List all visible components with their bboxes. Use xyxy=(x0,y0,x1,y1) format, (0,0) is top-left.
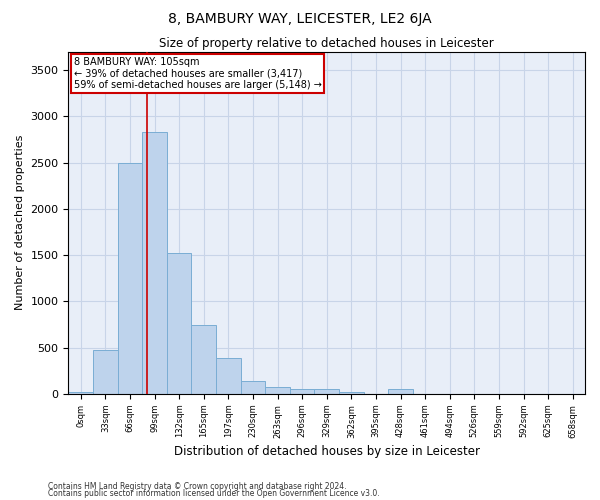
Bar xyxy=(388,389,413,394)
Text: 8 BAMBURY WAY: 105sqm
← 39% of detached houses are smaller (3,417)
59% of semi-d: 8 BAMBURY WAY: 105sqm ← 39% of detached … xyxy=(74,57,322,90)
Bar xyxy=(314,389,339,394)
Text: Contains HM Land Registry data © Crown copyright and database right 2024.: Contains HM Land Registry data © Crown c… xyxy=(48,482,347,491)
X-axis label: Distribution of detached houses by size in Leicester: Distribution of detached houses by size … xyxy=(174,444,480,458)
Bar xyxy=(216,358,241,394)
Bar xyxy=(191,324,216,394)
Title: Size of property relative to detached houses in Leicester: Size of property relative to detached ho… xyxy=(160,38,494,51)
Bar xyxy=(68,392,93,394)
Bar xyxy=(118,162,142,394)
Bar xyxy=(265,386,290,394)
Bar xyxy=(290,389,314,394)
Bar xyxy=(93,350,118,394)
Text: 8, BAMBURY WAY, LEICESTER, LE2 6JA: 8, BAMBURY WAY, LEICESTER, LE2 6JA xyxy=(168,12,432,26)
Bar xyxy=(142,132,167,394)
Bar xyxy=(339,392,364,394)
Text: Contains public sector information licensed under the Open Government Licence v3: Contains public sector information licen… xyxy=(48,489,380,498)
Y-axis label: Number of detached properties: Number of detached properties xyxy=(15,135,25,310)
Bar xyxy=(167,254,191,394)
Bar xyxy=(241,380,265,394)
